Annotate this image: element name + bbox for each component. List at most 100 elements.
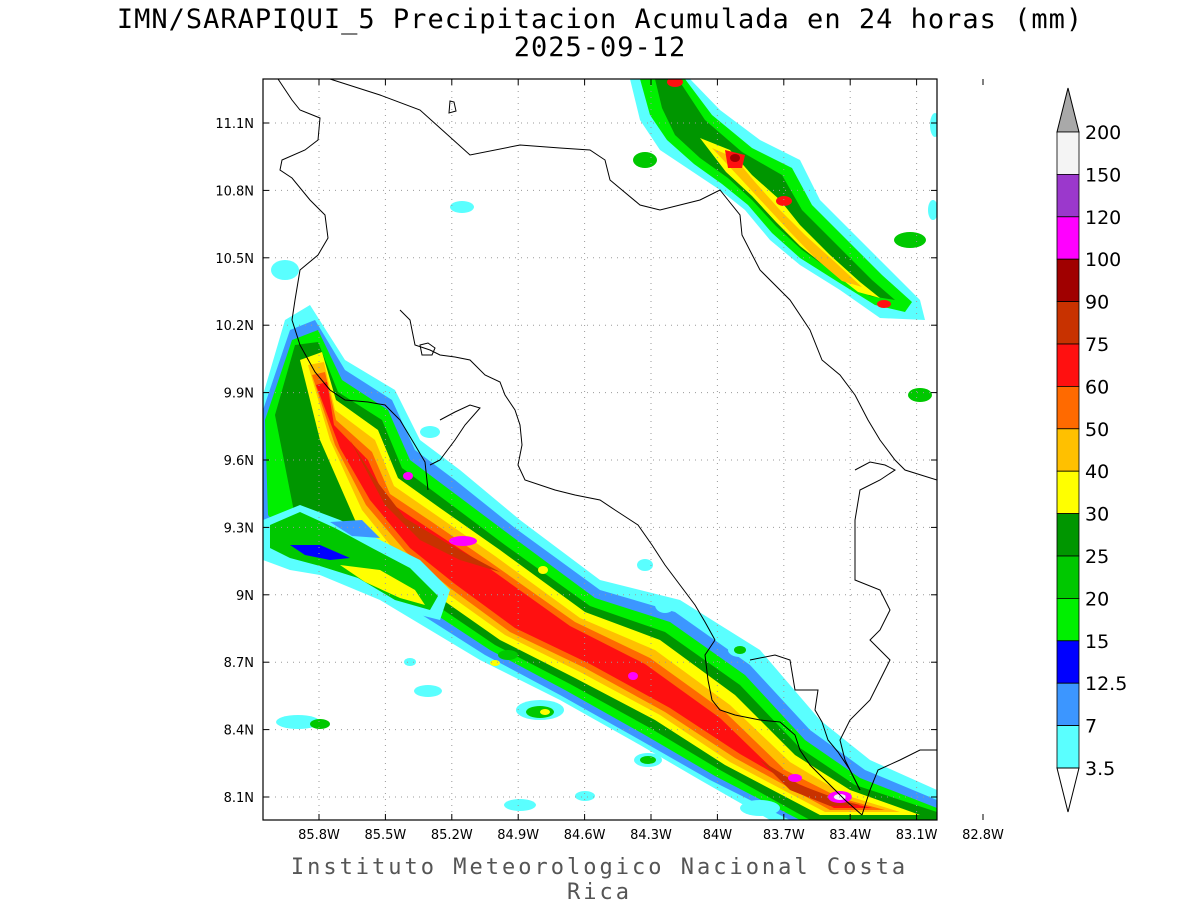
lat-tick-label: 10.5N	[215, 252, 254, 267]
precip-n-100	[730, 154, 740, 162]
precip-west-blue2	[330, 520, 380, 538]
legend-max-arrow	[1056, 87, 1080, 133]
lat-tick-label: 10.8N	[215, 184, 254, 199]
lat-tick-label: 9.6N	[224, 454, 254, 469]
lat-tick-label: 10.2N	[215, 319, 254, 334]
lon-tick-label: 85.8W	[298, 828, 340, 843]
lon-tick-label: 82.8W	[962, 828, 1004, 843]
lat-tick-label: 8.4N	[224, 724, 254, 739]
precip-band-north	[630, 79, 937, 402]
precip-n-blob4	[930, 113, 937, 137]
lon-tick-label: 84.3W	[630, 828, 672, 843]
lon-tick-label: 83.4W	[829, 828, 871, 843]
precip-120d	[403, 472, 413, 480]
latitude-axis: 8.1N 8.4N 8.7N 9N 9.3N 9.6N 9.9N 10.2N 10.5N 10.8…	[215, 117, 937, 806]
precip-band-south	[263, 305, 937, 820]
legend-label: 50	[1085, 419, 1109, 441]
color-legend: 200 150 120 100 90 75 60 50 40 30 25 20 15 12.5 7 3.5	[1056, 87, 1127, 813]
precip-120e	[788, 774, 802, 782]
lat-tick-label: 8.1N	[224, 791, 254, 806]
legend-label: 20	[1085, 588, 1109, 610]
precip-7	[263, 320, 937, 820]
lon-tick-label: 83.7W	[763, 828, 805, 843]
legend-swatch	[1056, 385, 1080, 430]
caribbean-coast	[727, 199, 937, 481]
legend-swatch	[1056, 428, 1080, 472]
panama-coast	[861, 749, 937, 816]
lat-tick-label: 11.1N	[215, 117, 254, 132]
lat-tick-label: 9N	[236, 589, 254, 604]
precip-n-25	[655, 79, 895, 300]
precip-n-blob3	[908, 388, 932, 402]
legend-label: 30	[1085, 504, 1109, 526]
golfo-dulce	[749, 654, 861, 791]
legend-swatch	[1056, 301, 1080, 345]
legend-label: 100	[1085, 249, 1121, 271]
lon-tick-label: 84W	[703, 828, 733, 843]
legend-min-arrow	[1056, 767, 1080, 813]
panama-border	[839, 461, 896, 791]
legend-swatch	[1056, 131, 1080, 175]
precip-west-lobe-y	[340, 565, 425, 605]
legend-label: 120	[1085, 207, 1121, 229]
precip-n-blob2	[894, 232, 926, 248]
coastlines	[277, 79, 937, 816]
legend-label: 40	[1085, 461, 1109, 483]
map-title: IMN/SARAPIQUI_5 Precipitacion Acumulada …	[116, 4, 1084, 35]
legend-label: 60	[1085, 376, 1109, 398]
precip-n-blob1	[633, 152, 657, 168]
precip-n-red4	[667, 79, 683, 87]
legend-label: 7	[1085, 716, 1097, 738]
osa-peninsula	[704, 639, 863, 816]
legend-swatch	[1056, 513, 1080, 557]
legend-swatch	[1056, 725, 1080, 769]
lat-tick-label: 8.7N	[224, 656, 254, 671]
border-nicaragua-north	[329, 79, 729, 211]
legend-label: 90	[1085, 292, 1109, 314]
legend-label: 15	[1085, 631, 1109, 653]
legend-swatch	[1056, 470, 1080, 515]
legend-swatch	[1056, 640, 1080, 684]
coastline-guanacaste	[291, 319, 429, 491]
precip-120c	[628, 672, 638, 680]
lon-tick-label: 84.6W	[564, 828, 606, 843]
map-frame	[262, 78, 938, 821]
precip-scattered-yellow	[490, 566, 550, 715]
legend-label: 12.5	[1085, 673, 1127, 695]
nicoya-peninsula	[429, 404, 481, 466]
map-grid	[263, 79, 937, 820]
lat-tick-label: 9.9N	[224, 387, 254, 402]
legend-swatch	[1056, 598, 1080, 642]
coastline-nicaragua-pacific	[277, 79, 329, 321]
map-date: 2025-09-12	[513, 32, 687, 63]
legend-swatch	[1056, 216, 1080, 260]
precip-n-red2	[776, 196, 792, 206]
precipitation-field	[263, 79, 937, 820]
precip-120a	[449, 536, 477, 546]
legend-label: 150	[1085, 164, 1121, 186]
legend-swatch	[1056, 682, 1080, 727]
legend-label: 75	[1085, 334, 1109, 356]
lon-tick-label: 85.2W	[431, 828, 473, 843]
legend-label: 25	[1085, 546, 1109, 568]
institution-footer: Instituto Meteorologico Nacional Costa R…	[290, 855, 909, 905]
legend-label: 200	[1085, 122, 1121, 144]
lon-tick-label: 84.9W	[497, 828, 539, 843]
precip-west-blue	[290, 545, 350, 560]
precip-scattered	[271, 200, 937, 816]
legend-swatch	[1056, 258, 1080, 303]
legend-swatch	[1056, 343, 1080, 387]
lon-tick-label: 83.1W	[896, 828, 938, 843]
legend-swatch	[1056, 555, 1080, 599]
precip-n-red3	[877, 300, 891, 308]
precip-n-50	[712, 148, 862, 287]
nicaragua-island	[419, 342, 436, 356]
gulf-nicoya	[399, 309, 716, 641]
legend-label: 3.5	[1085, 758, 1115, 780]
legend-swatch	[1056, 173, 1080, 218]
longitude-axis: 85.8W 85.5W 85.2W 84.9W 84.6W 84.3W 84W 83.7W 83…	[298, 79, 1004, 843]
lat-tick-label: 9.3N	[224, 521, 254, 536]
lon-tick-label: 85.5W	[364, 828, 406, 843]
lake-island	[448, 100, 457, 114]
